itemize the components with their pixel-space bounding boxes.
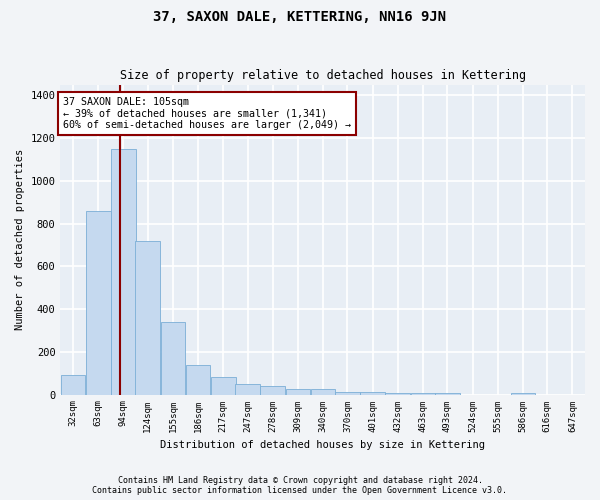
Bar: [161, 322, 185, 394]
Bar: [111, 148, 136, 394]
Text: Contains HM Land Registry data © Crown copyright and database right 2024.
Contai: Contains HM Land Registry data © Crown c…: [92, 476, 508, 495]
Bar: [136, 240, 160, 394]
Bar: [211, 378, 236, 394]
Bar: [361, 392, 385, 394]
Title: Size of property relative to detached houses in Kettering: Size of property relative to detached ho…: [119, 69, 526, 82]
Text: 37, SAXON DALE, KETTERING, NN16 9JN: 37, SAXON DALE, KETTERING, NN16 9JN: [154, 10, 446, 24]
Bar: [186, 364, 211, 394]
Bar: [286, 389, 310, 394]
Text: 37 SAXON DALE: 105sqm
← 39% of detached houses are smaller (1,341)
60% of semi-d: 37 SAXON DALE: 105sqm ← 39% of detached …: [63, 97, 351, 130]
Bar: [260, 386, 285, 394]
Bar: [61, 376, 85, 394]
Bar: [86, 210, 110, 394]
Bar: [235, 384, 260, 394]
Bar: [311, 389, 335, 394]
X-axis label: Distribution of detached houses by size in Kettering: Distribution of detached houses by size …: [160, 440, 485, 450]
Bar: [335, 392, 360, 394]
Y-axis label: Number of detached properties: Number of detached properties: [15, 149, 25, 330]
